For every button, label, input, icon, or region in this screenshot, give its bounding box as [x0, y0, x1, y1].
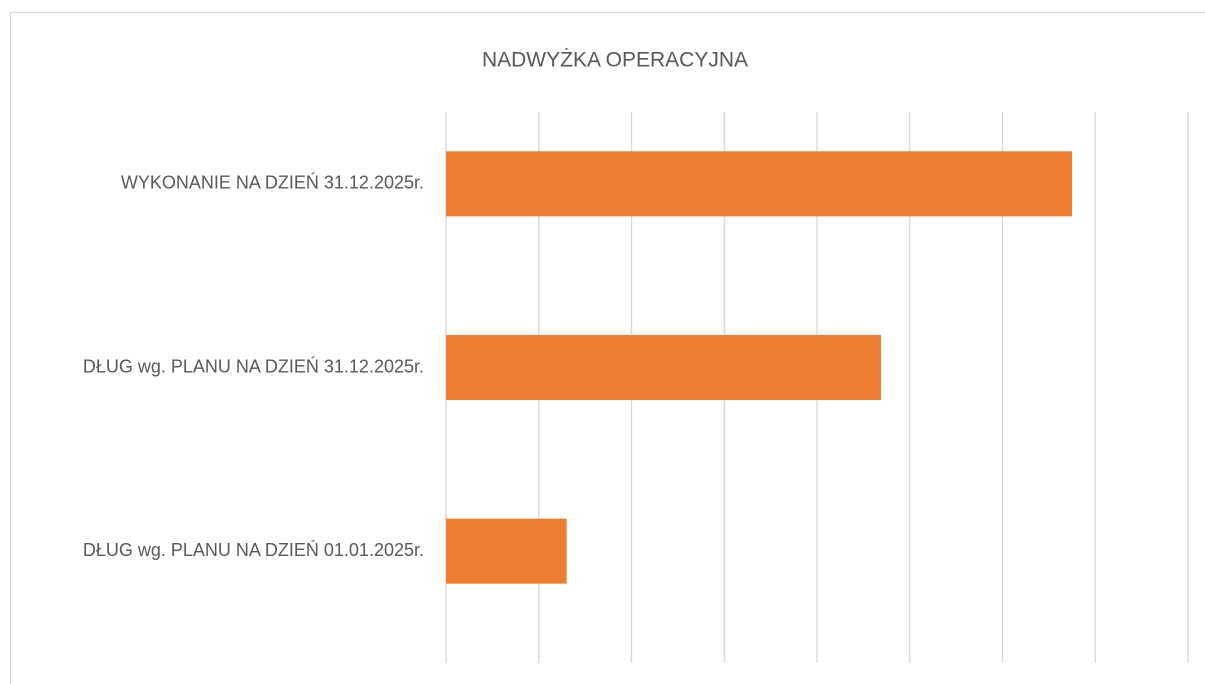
bar: [446, 518, 567, 584]
chart-title: NADWYŻKA OPERACYJNA: [482, 49, 748, 72]
bar: [446, 151, 1073, 217]
y-tick-label: WYKONANIE NA DZIEŃ 31.12.2025r.: [121, 173, 424, 193]
y-tick-label: DŁUG wg. PLANU NA DZIEŃ 31.12.2025r.: [83, 356, 424, 376]
y-tick-label: DŁUG wg. PLANU NA DZIEŃ 01.01.2025r.: [83, 540, 424, 560]
bar: [446, 334, 881, 401]
